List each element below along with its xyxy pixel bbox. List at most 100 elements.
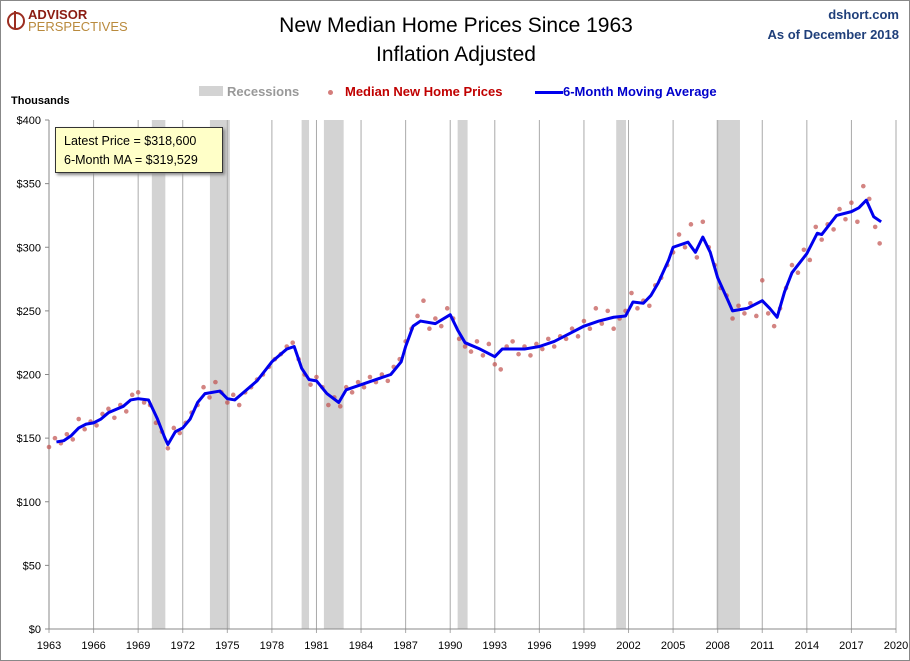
price-point [872,224,878,230]
price-point [551,344,557,349]
price-point [135,390,141,395]
price-point [415,313,420,319]
price-point [225,400,230,405]
price-point [545,336,551,342]
price-point [540,346,545,352]
price-point [76,416,82,422]
advisor-perspectives-logo: ADVISOR PERSPECTIVES [7,7,128,33]
legend-line [535,91,563,95]
price-point [587,326,593,331]
price-point [849,200,854,206]
price-point [236,402,242,408]
price-point [789,262,795,268]
price-point [94,423,99,428]
price-point [605,308,611,314]
legend-recessions: Recessions [199,84,299,99]
price-point [813,224,819,230]
price-point [866,196,872,202]
price-point [367,374,373,380]
price-point [855,219,860,225]
x-tick-label: 2005 [661,640,685,652]
y-tick-label: $50 [23,560,41,572]
x-tick-label: 2017 [839,640,863,652]
price-point [730,316,735,321]
y-tick-label: $150 [17,433,41,445]
price-point [748,300,753,306]
legend-label: Median New Home Prices [345,84,503,99]
price-point [82,426,87,432]
legend-dot [328,90,333,96]
price-point [807,257,813,263]
price-point [599,321,605,326]
x-tick-label: 2002 [616,640,640,652]
price-point [682,244,688,250]
price-point [759,278,765,283]
price-point [593,306,599,311]
recession-band [457,120,468,629]
price-point [361,384,367,390]
recession-band [209,120,230,629]
price-point [819,237,825,242]
x-tick-label: 1984 [349,640,373,652]
price-point [230,392,236,398]
price-point [635,306,640,311]
recession-band [616,120,627,629]
price-point [611,326,616,331]
price-point [801,247,807,253]
x-tick-label: 1963 [37,640,61,652]
source-label: dshort.com [828,7,899,22]
price-point [201,384,206,390]
x-tick-label: 2008 [705,640,729,652]
price-point [736,303,741,309]
recession-band [323,120,344,629]
compass-icon [7,11,25,30]
price-point [427,326,432,331]
x-tick-label: 1972 [170,640,194,652]
price-point [480,353,486,358]
brand-line1: ADVISOR [28,7,88,22]
moving-average-line [56,198,882,446]
price-point [337,404,343,409]
legend-label: Recessions [227,84,300,99]
price-point [468,349,474,354]
recession-band [151,120,166,629]
price-point [314,374,319,380]
price-point [861,183,866,189]
price-point [700,219,706,225]
price-point [534,341,539,347]
price-point [444,306,450,311]
legend-ma: 6-Month Moving Average [535,84,717,99]
x-tick-label: 1990 [438,640,462,652]
price-point [843,216,848,222]
price-point [498,367,504,372]
price-point [207,395,212,400]
price-point [771,323,777,329]
price-point [438,323,444,329]
price-point [355,379,361,385]
y-tick-label: $100 [17,497,41,509]
price-point [213,379,218,385]
price-point [837,206,842,212]
price-point [688,222,694,227]
price-point [575,334,581,339]
price-point [123,409,129,414]
x-tick-label: 1966 [81,640,105,652]
price-point [433,316,438,321]
price-point [456,336,462,342]
price-point [177,430,183,436]
price-point [349,390,355,395]
price-point [742,311,747,316]
chart-title: New Median Home Prices Since 1963 [279,14,633,37]
price-point [569,326,575,331]
y-tick-label: $250 [17,306,41,318]
x-tick-label: 2020 [884,640,908,652]
y-tick-label: $350 [17,179,41,191]
price-point [129,392,135,398]
price-point [486,341,492,347]
x-tick-label: 1969 [126,640,150,652]
price-point [112,415,117,421]
price-point [106,406,111,412]
price-point [528,353,533,358]
recession-band [716,120,740,629]
